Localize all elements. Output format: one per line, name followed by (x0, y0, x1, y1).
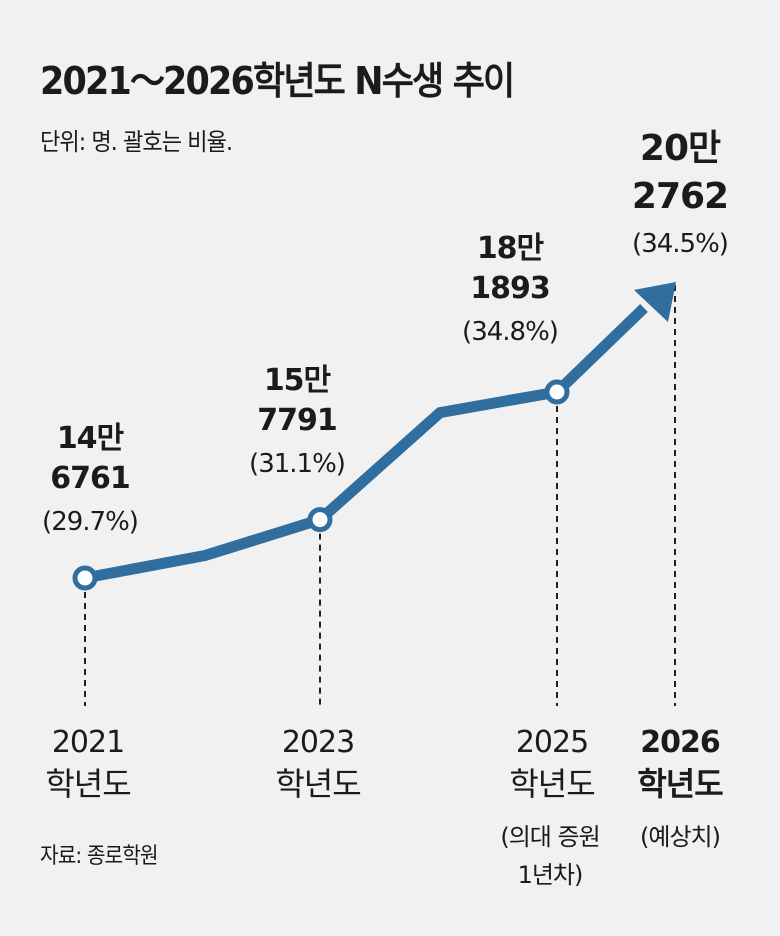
x-tick-label-2021: 2021 (52, 725, 124, 760)
x-tick-label-2025: 2025 (516, 725, 588, 760)
chart-title: 2021～2026학년도 N수생 추이 (40, 59, 515, 103)
x-tick-label-2023: 학년도 (275, 765, 360, 803)
value-label-2021: 6761 (50, 461, 130, 496)
data-point-2021 (72, 565, 98, 591)
value-label-2025: 1893 (470, 271, 550, 306)
series-line (83, 304, 648, 584)
chart-subtitle: 단위: 명. 괄호는 비율. (40, 128, 233, 156)
x-tick-label-2021: 학년도 (45, 765, 130, 803)
ratio-label-2021: (29.7%) (42, 507, 138, 537)
value-label-2023: 15만 (264, 363, 332, 398)
chart-source: 자료: 종로학원 (40, 844, 159, 869)
x-tick-label-2026: 학년도 (637, 765, 723, 803)
x-tick-label-2025: 학년도 (509, 765, 594, 803)
value-label-2023: 7791 (257, 403, 337, 438)
value-label-2021: 14만 (57, 421, 125, 456)
x-note-2025: (의대 증원 (500, 823, 599, 851)
ratio-label-2026: (34.5%) (632, 229, 728, 259)
data-point-2023 (307, 507, 333, 533)
x-note-2025: 1년차) (518, 861, 583, 889)
x-note-2026: (예상치) (640, 823, 720, 851)
value-label-2026: 2762 (632, 176, 728, 217)
x-tick-label-2026: 2026 (640, 725, 720, 760)
value-label-2026: 20만 (640, 128, 721, 169)
ratio-label-2025: (34.8%) (462, 317, 558, 347)
x-tick-label-2023: 2023 (282, 725, 354, 760)
ratio-label-2023: (31.1%) (249, 449, 345, 479)
value-label-2025: 18만 (477, 231, 545, 266)
arrow-head (634, 282, 676, 322)
data-point-2025 (544, 379, 570, 405)
